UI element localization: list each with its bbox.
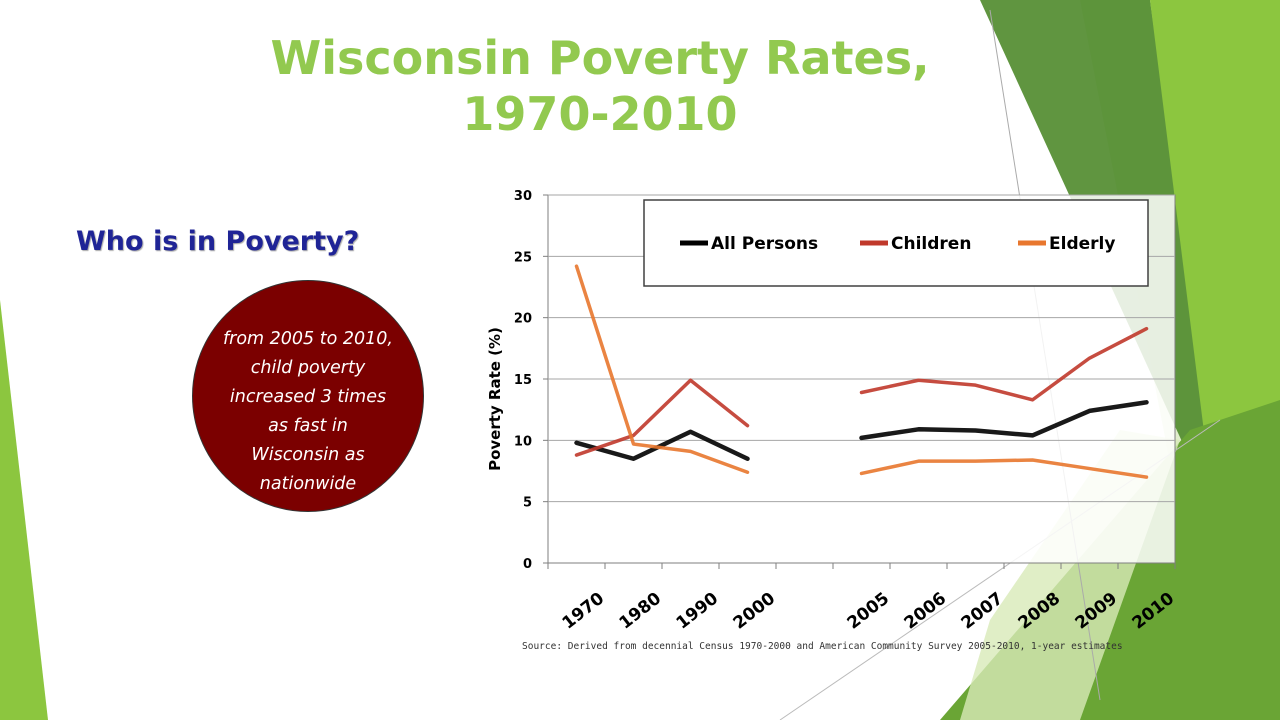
- callout-line: child poverty: [250, 358, 366, 378]
- series-line-all-persons: [574, 429, 750, 461]
- x-tick-label: 2009: [1072, 589, 1122, 634]
- callout-circle: [192, 280, 424, 512]
- page-title: Wisconsin Poverty Rates, 1970-2010: [200, 30, 1000, 142]
- callout-line: as fast in: [268, 416, 348, 436]
- callout-text: from 2005 to 2010, child poverty increas…: [200, 325, 416, 499]
- y-tick-label: 5: [523, 496, 532, 511]
- x-tick-label: 2008: [1015, 589, 1065, 634]
- x-tick-label: 2010: [1129, 589, 1179, 634]
- y-tick-label: 20: [514, 312, 532, 327]
- x-tick-label: 2006: [901, 589, 951, 634]
- legend-box: [643, 199, 1149, 287]
- legend-label: All Persons: [711, 234, 818, 254]
- page-title-line1: Wisconsin Poverty Rates,: [270, 31, 930, 85]
- x-tick-label: 1990: [673, 589, 723, 634]
- series-line-all-persons: [859, 400, 1149, 441]
- x-tick-label: 1970: [559, 589, 609, 634]
- x-tick-label: 2007: [958, 589, 1008, 634]
- decor-left-triangle: [0, 300, 48, 720]
- legend-label: Elderly: [1049, 234, 1115, 254]
- x-tick-label: 2005: [844, 589, 894, 634]
- series-line-elderly: [859, 458, 1149, 479]
- series-line-elderly: [574, 264, 750, 474]
- y-tick-label: 15: [514, 373, 532, 388]
- series-line-children: [574, 378, 750, 457]
- callout-line: increased 3 times: [229, 387, 387, 407]
- callout-line: nationwide: [259, 474, 357, 494]
- y-tick-label: 0: [523, 557, 532, 572]
- callout-line: from 2005 to 2010,: [222, 329, 393, 349]
- y-tick-label: 25: [514, 250, 532, 265]
- legend-label: Children: [891, 234, 971, 254]
- y-axis-label: Poverty Rate (%): [486, 327, 504, 471]
- x-tick-label: 1980: [616, 589, 666, 634]
- source-note: Source: Derived from decennial Census 19…: [522, 641, 1123, 652]
- y-tick-label: 10: [514, 434, 532, 449]
- callout-line: Wisconsin as: [251, 445, 365, 465]
- series-line-children: [859, 326, 1149, 402]
- x-tick-label: 2000: [730, 589, 780, 634]
- page-title-line2: 1970-2010: [462, 87, 738, 141]
- section-heading: Who is in Poverty?: [76, 226, 360, 257]
- y-tick-label: 30: [514, 189, 532, 204]
